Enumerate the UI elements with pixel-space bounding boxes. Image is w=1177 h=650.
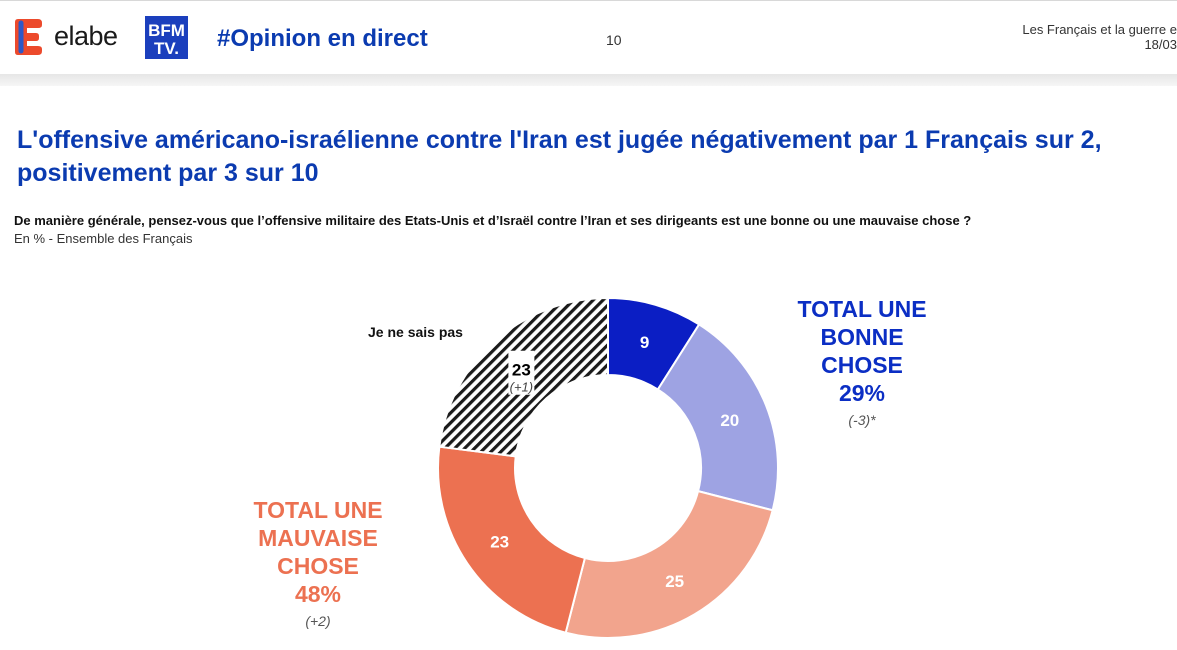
- svg-text:TV.: TV.: [154, 39, 179, 58]
- bad-total-label: TOTAL UNE MAUVAISE CHOSE 48% (+2): [238, 496, 398, 630]
- slice-label-backdrop-5: [508, 350, 535, 395]
- good-evolution: (-3)*: [848, 412, 876, 428]
- good-total-value: 29%: [838, 380, 886, 406]
- slice-value-label-5: 23: [512, 361, 531, 380]
- dont-know-label: Je ne sais pas: [368, 324, 463, 340]
- good-total-label: TOTAL UNE BONNE CHOSE 29% (-3)*: [782, 295, 942, 429]
- bad-total-value: 48%: [294, 581, 342, 607]
- slide-title-line-1: L'offensive américano-israélienne contre…: [17, 126, 1102, 154]
- opinion-hashtag: #Opinion en direct: [217, 25, 428, 52]
- survey-base: En % - Ensemble des Français: [14, 231, 193, 246]
- slide-title: L'offensive américano-israélienne contre…: [17, 124, 1177, 190]
- elabe-logo-icon: [15, 19, 42, 55]
- good-label-line-2: BONNE: [820, 324, 904, 350]
- brand-name: elabe: [54, 21, 118, 51]
- slice-value-label-3: 25: [665, 572, 684, 591]
- survey-question: De manière générale, pensez-vous que l’o…: [14, 213, 972, 228]
- bad-label-line-3: CHOSE: [277, 553, 359, 579]
- donut-slice-2: [656, 323, 779, 512]
- page-number: 10: [606, 32, 622, 48]
- bad-evolution: (+2): [305, 613, 331, 629]
- svg-text:BFM: BFM: [148, 21, 185, 40]
- donut-slice-4: [437, 445, 587, 634]
- slice-value-label-2: 20: [720, 411, 739, 430]
- header-bar: elabe BFM TV. #Opinion en direct 10 Les …: [0, 0, 1177, 75]
- slide-title-line-2: positivement par 3 sur 10: [17, 159, 319, 187]
- slice-evolution-label-5: (+1): [510, 380, 533, 395]
- study-title: Les Français et la guerre e: [1022, 22, 1177, 37]
- study-date: 18/03: [1144, 37, 1177, 52]
- good-label-line-3: CHOSE: [821, 352, 903, 378]
- bfmtv-logo-icon: BFM TV.: [145, 16, 188, 59]
- good-label-line-1: TOTAL UNE: [797, 296, 927, 322]
- bad-label-line-1: TOTAL UNE: [253, 497, 383, 523]
- slice-value-label-1: 9: [640, 333, 649, 352]
- bad-label-line-2: MAUVAISE: [258, 525, 378, 551]
- slice-value-label-4: 23: [490, 533, 509, 552]
- donut-slice-3: [564, 489, 774, 639]
- study-info: Les Français et la guerre e 18/03: [1007, 22, 1177, 52]
- header-divider: [0, 74, 1177, 86]
